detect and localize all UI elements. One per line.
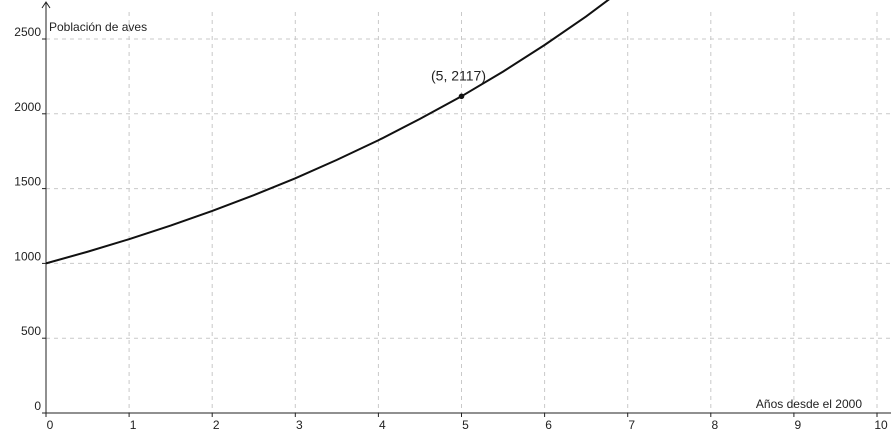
x-tick-label: 6 (545, 418, 552, 430)
tick-labels: 0123456789100500100015002000250030003500… (14, 25, 888, 430)
x-tick-label: 10 (874, 418, 888, 430)
grid (46, 12, 891, 413)
y-tick-label: 0 (34, 399, 41, 413)
population-curve (45, 0, 610, 265)
y-tick-label: 1500 (14, 175, 41, 189)
x-tick-label: 2 (213, 418, 220, 430)
x-axis-label: Años desde el 2000 (756, 397, 862, 411)
y-tick-label: 1000 (14, 249, 41, 263)
x-tick-label: 9 (795, 418, 802, 430)
y-tick-label: 500 (21, 324, 41, 338)
x-tick-label: 0 (47, 418, 54, 430)
y-axis-arrow (41, 1, 51, 9)
x-tick-label: 5 (462, 418, 469, 430)
x-tick-label: 4 (379, 418, 386, 430)
x-tick-label: 1 (130, 418, 137, 430)
x-tick-label: 8 (711, 418, 718, 430)
x-tick-label: 3 (296, 418, 303, 430)
y-tick-label: 2500 (14, 25, 41, 39)
y-axis-label: Población de aves (49, 20, 147, 34)
annotation-label: (5, 2117) (431, 67, 486, 83)
x-tick-label: 7 (628, 418, 635, 430)
annotation-point (458, 93, 465, 100)
y-tick-label: 2000 (14, 100, 41, 114)
axes (41, 1, 891, 417)
